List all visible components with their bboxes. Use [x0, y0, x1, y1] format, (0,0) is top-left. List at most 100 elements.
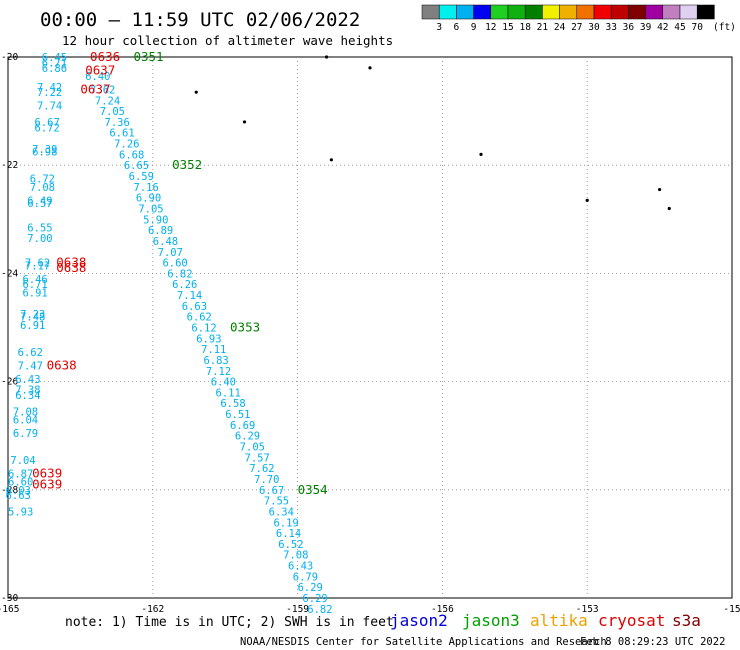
swh-value-label: 6.90: [136, 193, 161, 205]
swh-value-label: 7.05: [100, 106, 125, 118]
legend-swatch: [696, 4, 715, 20]
swh-value-label: 6.91: [22, 287, 47, 299]
footer-note: note: 1) Time is in UTC; 2) SWH is in fe…: [65, 615, 394, 630]
swh-value-label: 6.29: [235, 431, 260, 443]
island-marker: [324, 55, 329, 59]
swh-value-label: 6.71: [42, 57, 67, 69]
legend-swatch: [473, 4, 492, 20]
swh-value-label: 6.62: [187, 312, 212, 324]
legend-tick-label: 36: [623, 22, 635, 33]
pass-time-label: 0352: [172, 157, 202, 172]
longitude-tick: -153: [576, 604, 599, 615]
legend-tick-label: 42: [657, 22, 668, 33]
swh-value-label: 6.62: [18, 347, 43, 359]
swh-value-label: 6.48: [153, 236, 178, 248]
swh-value-label: 7.24: [95, 95, 120, 107]
latitude-tick: -20: [1, 52, 18, 63]
island-marker: [368, 66, 372, 70]
legend-tick-label: 6: [454, 22, 460, 33]
swh-value-label: 7.05: [138, 203, 163, 215]
island-marker: [585, 198, 589, 202]
legend-tick-label: 9: [471, 22, 477, 33]
swh-value-label: 6.34: [15, 390, 40, 402]
legend-tick-label: 3: [436, 22, 442, 33]
swh-value-label: 7.47: [18, 360, 43, 372]
legend-swatch: [610, 4, 629, 20]
satellite-legend-jason3: jason3: [462, 611, 520, 630]
jason3-track: 6.407.627.247.057.366.617.266.686.656.59…: [85, 49, 332, 616]
legend-tick-label: 39: [640, 22, 652, 33]
satellite-legend-s3a: s3a: [672, 611, 701, 630]
swh-value-label: 6.11: [216, 387, 241, 399]
longitude-tick: -165: [0, 604, 19, 615]
swh-value-label: 6.91: [20, 320, 45, 332]
longitude-tick: -15: [723, 604, 740, 615]
pass-time-label: 0638: [47, 357, 77, 372]
swh-value-label: 6.12: [191, 323, 216, 335]
swh-value-label: 7.17: [25, 260, 50, 272]
longitude-tick: -162: [141, 604, 164, 615]
swh-value-label: 6.82: [167, 268, 192, 280]
legend-swatch: [524, 4, 543, 20]
swh-value-label: 6.43: [288, 561, 313, 573]
swh-value-label: 7.14: [177, 290, 202, 302]
legend-tick-label: 70: [691, 22, 703, 33]
swh-value-label: 5.90: [143, 214, 168, 226]
map-border: [7, 56, 733, 599]
swh-value-label: 7.04: [10, 455, 35, 467]
swh-value-label: 6.89: [148, 225, 173, 237]
swh-value-label: 6.60: [8, 477, 33, 489]
swh-value-label: 7.62: [249, 463, 274, 475]
swh-value-label: 6.49: [27, 195, 52, 207]
swh-value-label: 6.72: [35, 122, 60, 134]
pass-time-label: 0636: [90, 49, 120, 64]
legend-swatch: [679, 4, 698, 20]
longitude-tick: -156: [431, 604, 454, 615]
swh-value-label: 6.93: [196, 333, 221, 345]
swh-value-label: 6.40: [85, 71, 110, 83]
latitude-tick: -26: [1, 377, 18, 388]
legend-swatch: [490, 4, 509, 20]
swh-value-label: 7.07: [158, 247, 183, 259]
pass-time-label: 0351: [133, 49, 163, 64]
swh-value-label: 6.29: [298, 582, 323, 594]
island-marker: [667, 206, 671, 211]
island-markers: [194, 55, 671, 211]
pass-time-label: 0639: [32, 466, 62, 481]
swh-value-label: 6.14: [276, 528, 301, 540]
swh-value-label: 6.69: [230, 420, 255, 432]
legend-unit-label: (ft): [713, 22, 736, 33]
pass-time-label: 0638: [56, 255, 86, 270]
legend-swatch: [456, 4, 474, 20]
latitude-tick: -28: [1, 485, 18, 496]
legend-swatch: [662, 4, 681, 20]
swh-value-label: 6.71: [22, 279, 47, 291]
footer-timestamp: Feb 8 08:29:23 UTC 2022: [580, 636, 725, 648]
swh-value-label: 6.79: [293, 571, 318, 583]
swh-value-label: 6.67: [259, 485, 284, 497]
swh-value-label: 6.63: [6, 490, 31, 502]
swh-value-label: 7.08: [30, 182, 55, 194]
satellite-legend-jason2: jason2: [390, 611, 448, 630]
pass-time-label: 0638: [56, 260, 86, 275]
swh-value-label: 7.12: [206, 366, 231, 378]
swh-value-label: 7.16: [133, 182, 158, 194]
swh-value-label: 7.08: [283, 550, 308, 562]
swh-value-label: 6.68: [119, 149, 144, 161]
swh-value-label: 6.86: [42, 63, 67, 75]
swh-value-label: 7.70: [254, 474, 279, 486]
legend-tick-label: 15: [502, 22, 513, 33]
island-marker: [242, 120, 247, 124]
island-marker: [479, 152, 483, 156]
legend-tick-label: 33: [605, 22, 616, 33]
legend-tick-label: 45: [674, 22, 685, 33]
footer-credit: NOAA/NESDIS Center for Satellite Applica…: [240, 636, 607, 648]
swh-value-label: 7.57: [245, 452, 270, 464]
swh-value-label: 7.26: [114, 139, 139, 151]
legend-swatch: [507, 4, 526, 20]
swh-value-label: 7.08: [13, 406, 38, 418]
swh-value-label: 7.11: [201, 344, 226, 356]
swh-value-label: 7.48: [20, 312, 45, 324]
swh-value-label: 6.46: [22, 274, 47, 286]
